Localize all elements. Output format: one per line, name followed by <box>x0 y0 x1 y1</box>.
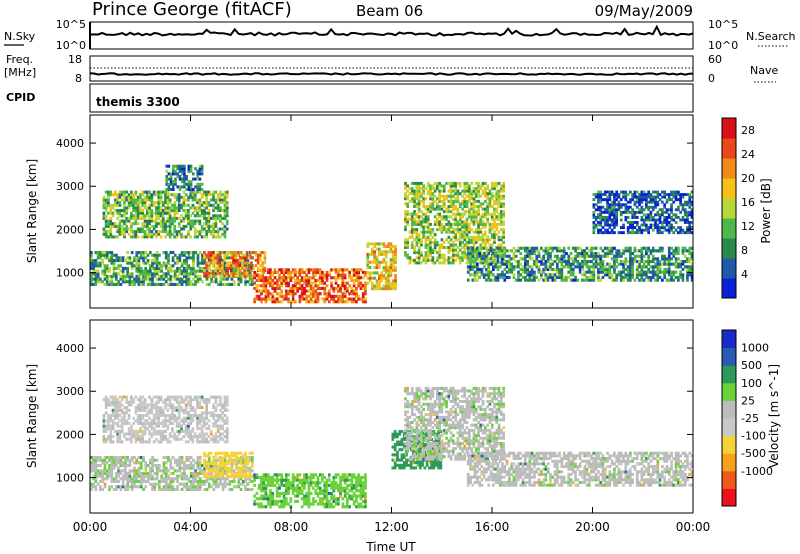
power-cbar-step-2 <box>722 238 736 259</box>
velocity-cbar-step-3 <box>722 435 736 454</box>
power-colorbar: 4 8 12 16 20 24 28 <box>721 117 755 299</box>
velocity-colorbar: 1000 500 100 25 -25 -100 -500 -1000 <box>721 329 773 507</box>
velocity-region-2 <box>203 451 254 478</box>
nsky-strip <box>89 21 694 50</box>
velocity-cbar-tick-7: -1000 <box>741 465 773 478</box>
x-tick-0: 00:00 <box>73 520 108 534</box>
velocity-cbar-tick-4: -25 <box>741 412 759 425</box>
freq-label: Freq. <box>6 53 33 66</box>
velocity-cbar-step-2 <box>722 453 736 472</box>
power-cbar-label: Power [dB] <box>759 178 773 243</box>
velocity-y-tick-0: 1000 <box>56 472 84 485</box>
cpid-value: themis 3300 <box>96 95 180 109</box>
power-y-axis: 1000 2000 3000 4000 <box>56 137 693 280</box>
x-axis-title: Time UT <box>365 540 416 554</box>
nsky-bottom-tick: 10^0 <box>56 39 86 52</box>
power-region-7 <box>466 246 694 282</box>
velocity-cbar-step-1 <box>722 470 736 489</box>
power-y-tick-3: 4000 <box>56 137 84 150</box>
velocity-cbar-tick-3: 25 <box>741 394 755 407</box>
nsearch-bottom-tick: 10^0 <box>708 39 738 52</box>
x-tick-4: 16:00 <box>475 520 510 534</box>
power-cbar-step-0 <box>722 278 736 299</box>
x-tick-2: 08:00 <box>274 520 309 534</box>
velocity-cbar-step-4 <box>722 418 736 437</box>
power-region-6 <box>404 181 505 265</box>
velocity-cbar-step-5 <box>722 400 736 419</box>
power-cbar-tick-3: 16 <box>741 196 755 209</box>
velocity-region-6 <box>466 451 694 487</box>
velocity-cbar-step-6 <box>722 382 736 401</box>
freq-unit: [MHz] <box>4 66 36 79</box>
power-cbar-tick-5: 24 <box>741 148 755 161</box>
power-region-8 <box>592 190 694 235</box>
nsky-label: N.Sky <box>4 30 36 43</box>
freq-strip <box>89 55 694 82</box>
velocity-y-tick-2: 3000 <box>56 385 84 398</box>
velocity-cbar-tick-0: 1000 <box>741 342 769 355</box>
nave-bottom-tick: 0 <box>708 72 715 85</box>
velocity-cbar-tick-5: -100 <box>741 430 766 443</box>
x-tick-1: 04:00 <box>173 520 208 534</box>
power-cbar-step-7 <box>722 138 736 159</box>
velocity-region-5 <box>404 386 505 461</box>
date-label: 09/May/2009 <box>595 2 693 20</box>
power-region-3 <box>203 251 267 278</box>
nave-label: Nave <box>750 64 778 77</box>
nsearch-label: N.Search <box>746 30 796 43</box>
x-tick-5: 20:00 <box>575 520 610 534</box>
velocity-cbar-tick-6: -500 <box>741 447 766 460</box>
power-region-4 <box>253 268 367 304</box>
power-cbar-step-8 <box>722 118 736 139</box>
velocity-cbar-step-0 <box>722 488 736 507</box>
velocity-y-tick-1: 2000 <box>56 428 84 441</box>
time-x-axis: 00:00 04:00 08:00 12:00 16:00 20:00 00:00 <box>73 115 711 534</box>
power-region-1 <box>102 190 229 239</box>
power-cbar-tick-4: 20 <box>741 172 755 185</box>
power-cbar-tick-2: 12 <box>741 220 755 233</box>
nave-top-tick: 60 <box>708 53 722 66</box>
nsearch-top-tick: 10^5 <box>708 18 738 31</box>
power-cbar-step-4 <box>722 198 736 219</box>
velocity-cbar-step-9 <box>722 330 736 349</box>
velocity-cbar-step-7 <box>722 365 736 384</box>
power-region-5 <box>366 242 397 291</box>
velocity-cbar-tick-1: 500 <box>741 359 762 372</box>
velocity-y-tick-3: 4000 <box>56 342 84 355</box>
x-tick-6: 00:00 <box>676 520 711 534</box>
power-region-2 <box>165 164 204 191</box>
power-y-tick-2: 3000 <box>56 180 84 193</box>
velocity-cbar-tick-2: 100 <box>741 377 762 390</box>
power-cbar-tick-6: 28 <box>741 124 755 137</box>
beam-label: Beam 06 <box>356 2 423 20</box>
power-cbar-tick-1: 8 <box>741 244 748 257</box>
cpid-label: CPID <box>6 91 35 104</box>
velocity-region-0 <box>90 456 254 491</box>
x-tick-3: 12:00 <box>374 520 409 534</box>
velocity-region-1 <box>102 395 229 444</box>
freq-top-tick: 18 <box>68 53 82 66</box>
power-cbar-step-6 <box>722 158 736 179</box>
power-y-tick-0: 1000 <box>56 267 84 280</box>
power-cbar-step-5 <box>722 178 736 199</box>
velocity-panel <box>89 319 694 514</box>
power-cbar-step-1 <box>722 258 736 279</box>
power-ylabel: Slant Range [km] <box>25 159 39 263</box>
power-panel <box>89 114 694 309</box>
power-y-tick-1: 2000 <box>56 223 84 236</box>
velocity-y-axis: 1000 2000 3000 4000 <box>56 342 693 485</box>
velocity-cbar-label: Velocity [m s^-1] <box>767 364 781 468</box>
velocity-ylabel: Slant Range [km] <box>25 364 39 468</box>
velocity-region-3 <box>253 473 367 509</box>
power-cbar-step-3 <box>722 218 736 239</box>
station-title: Prince George (fitACF) <box>92 0 292 20</box>
nsky-top-tick: 10^5 <box>56 18 86 31</box>
freq-bottom-tick: 8 <box>75 72 82 85</box>
velocity-cbar-step-8 <box>722 347 736 366</box>
cpid-strip <box>89 83 694 113</box>
power-cbar-tick-0: 4 <box>741 268 748 281</box>
